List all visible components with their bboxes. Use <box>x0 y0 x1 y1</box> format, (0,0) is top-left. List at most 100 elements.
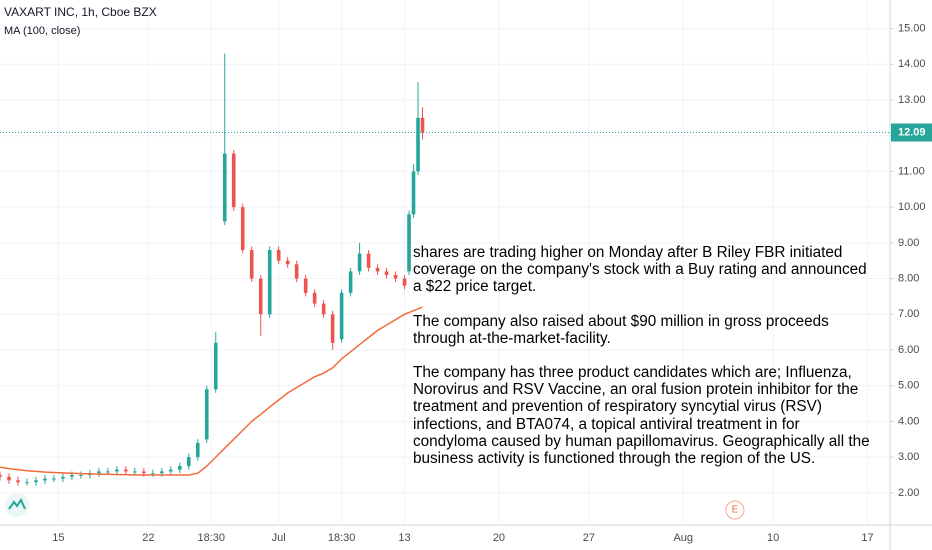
logo <box>5 493 29 517</box>
candle-body <box>321 303 326 315</box>
y-tick-label: 5.00 <box>898 380 919 392</box>
candle-body <box>411 171 416 215</box>
candle-body <box>97 471 101 474</box>
annotation-line: Norovirus and RSV Vaccine, an oral fusio… <box>413 381 859 399</box>
grid <box>0 0 890 525</box>
annotation-line: The company also raised about $90 millio… <box>413 312 829 330</box>
candle-body <box>402 278 407 286</box>
x-tick-label: 15 <box>52 532 64 544</box>
candle-body <box>0 475 2 477</box>
y-tick-label: 13.00 <box>898 94 926 106</box>
candle-body <box>258 278 263 315</box>
candle-body <box>213 342 218 390</box>
candle-body <box>124 469 128 472</box>
candle-body <box>133 471 137 473</box>
candle-body <box>25 482 29 484</box>
x-tick-label: 18:30 <box>328 532 356 544</box>
candle-body <box>160 471 164 474</box>
candle-body <box>249 250 254 279</box>
marks <box>0 53 890 486</box>
candle-body <box>416 117 420 172</box>
annotation-paragraph: shares are trading higher on Monday afte… <box>413 244 870 296</box>
annotation-line: a $22 price target. <box>413 278 537 296</box>
candle-body <box>52 478 56 480</box>
candle-body <box>151 473 155 475</box>
y-tick-label: 6.00 <box>898 344 919 356</box>
annotation-line: infections, and BTA074, a topical antivi… <box>413 415 800 433</box>
annotation-line: through at-the-market-facility. <box>413 329 611 347</box>
moving-average-line <box>0 306 423 476</box>
annotation-line: The company has three product candidates… <box>413 364 852 382</box>
y-tick-label: 9.00 <box>898 237 919 249</box>
y-tick-label: 10.00 <box>898 201 926 213</box>
y-tick-label: 14.00 <box>898 58 926 70</box>
candle-body <box>366 253 371 268</box>
y-tick-label: 11.00 <box>898 165 925 177</box>
candle-body <box>276 250 281 261</box>
annotation-line: business activity is functioned through … <box>413 450 816 468</box>
candle-body <box>7 476 11 481</box>
candle-body <box>357 253 362 272</box>
candle-body <box>339 292 344 340</box>
candle-body <box>384 271 389 275</box>
y-tick-label: 2.00 <box>898 487 919 499</box>
last-price-label: 12.09 <box>898 126 926 138</box>
candle-body <box>34 480 38 483</box>
candle-body <box>186 457 191 467</box>
candle-body <box>294 264 299 279</box>
candle-body <box>285 260 290 265</box>
candle-body <box>407 214 411 272</box>
y-tick-label: 15.00 <box>898 22 926 34</box>
x-tick-label: 22 <box>142 532 154 544</box>
candle-body <box>195 442 200 458</box>
annotation-line: shares are trading higher on Monday afte… <box>413 244 843 261</box>
candle-body <box>348 271 353 293</box>
y-tick-label: 4.00 <box>898 415 919 427</box>
chart-title: VAXART INC, 1h, Cboe BZX <box>4 5 157 19</box>
candle-body <box>231 153 236 208</box>
event-label: E <box>732 505 739 516</box>
candle-body <box>204 389 209 440</box>
candle-body <box>169 469 173 472</box>
annotation-paragraph: The company has three product candidates… <box>413 364 870 467</box>
candle-body <box>16 480 20 483</box>
y-tick-label: 8.00 <box>898 272 919 284</box>
x-tick-label: 27 <box>583 532 595 544</box>
candle-body <box>79 475 83 476</box>
candle-body <box>142 471 146 474</box>
candle-body <box>70 475 74 477</box>
annotation: shares are trading higher on Monday afte… <box>413 244 870 484</box>
candle-body <box>312 292 317 304</box>
annotation-line: treatment and prevention of respiratory … <box>413 398 822 416</box>
x-tick-label: Aug <box>673 532 693 544</box>
x-tick-label: 18:30 <box>197 532 225 544</box>
x-tick-label: 10 <box>767 532 779 544</box>
candle-body <box>420 117 425 133</box>
y-tick-label: 7.00 <box>898 308 919 320</box>
last-price-box <box>891 123 932 142</box>
candle-body <box>177 466 182 470</box>
x-tick-label: 13 <box>398 532 410 544</box>
candle-body <box>106 471 110 473</box>
candle-body <box>222 153 227 222</box>
annotation-line: coverage on the company's stock with a B… <box>413 261 867 279</box>
y-tick-label: 3.00 <box>898 451 919 463</box>
candle-body <box>375 267 380 272</box>
candle-body <box>43 478 47 481</box>
x-tick-label: 17 <box>861 532 873 544</box>
candle-body <box>303 278 308 293</box>
candle-body <box>267 250 272 315</box>
candle-body <box>330 314 335 343</box>
annotation-paragraph: The company also raised about $90 millio… <box>413 313 870 347</box>
candle-body <box>393 275 398 279</box>
annotation-line: condyloma caused by human papillomavirus… <box>413 432 870 450</box>
x-tick-label: Jul <box>272 532 286 544</box>
candle-body <box>115 469 119 472</box>
candle-body <box>240 207 245 250</box>
x-tick-label: 20 <box>493 532 505 544</box>
candle-body <box>61 476 65 479</box>
event-marker <box>725 500 745 520</box>
indicator-name: MA (100, close) <box>4 25 80 37</box>
